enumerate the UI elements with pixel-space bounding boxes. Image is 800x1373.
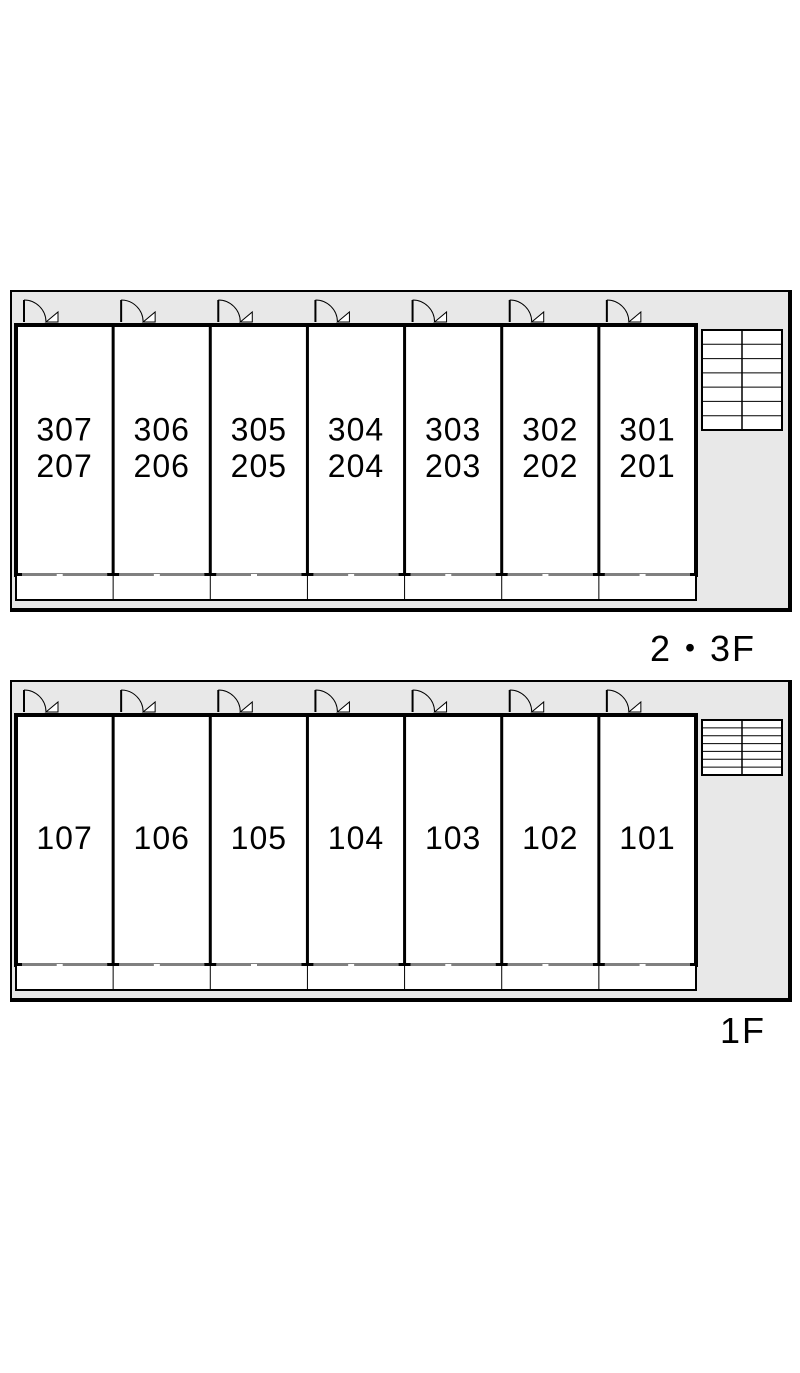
room-number: 204 [328,448,384,484]
room-number: 105 [231,820,287,856]
floor-label: 1F [720,1010,766,1052]
room-number: 203 [425,448,481,484]
floor-label: 2・3F [650,620,756,672]
room-number: 201 [619,448,675,484]
stairs [702,720,782,775]
floor-wrapper-floor_2_3: 307207 306206 305205 304204 303203 302202 3012… [10,290,800,625]
floor-plan-floor_1: 107 106 105 104 103 102 101 [10,680,800,1010]
room-number: 207 [36,448,92,484]
room-number: 205 [231,448,287,484]
room-number: 302 [522,411,578,447]
room-number: 106 [134,820,190,856]
room-number: 307 [36,411,92,447]
stairs [702,330,782,430]
room-number: 103 [425,820,481,856]
room-number: 303 [425,411,481,447]
room-number: 202 [522,448,578,484]
room-number: 101 [619,820,675,856]
floor-wrapper-floor_1: 107 106 105 104 103 102 101 [10,680,800,1015]
room-number: 305 [231,411,287,447]
room-number: 104 [328,820,384,856]
room-number: 306 [134,411,190,447]
room-number: 206 [134,448,190,484]
floor-plan-floor_2_3: 307207 306206 305205 304204 303203 302202 3012… [10,290,800,620]
room-number: 107 [36,820,92,856]
room-number: 304 [328,411,384,447]
room-number: 301 [619,411,675,447]
room-number: 102 [522,820,578,856]
